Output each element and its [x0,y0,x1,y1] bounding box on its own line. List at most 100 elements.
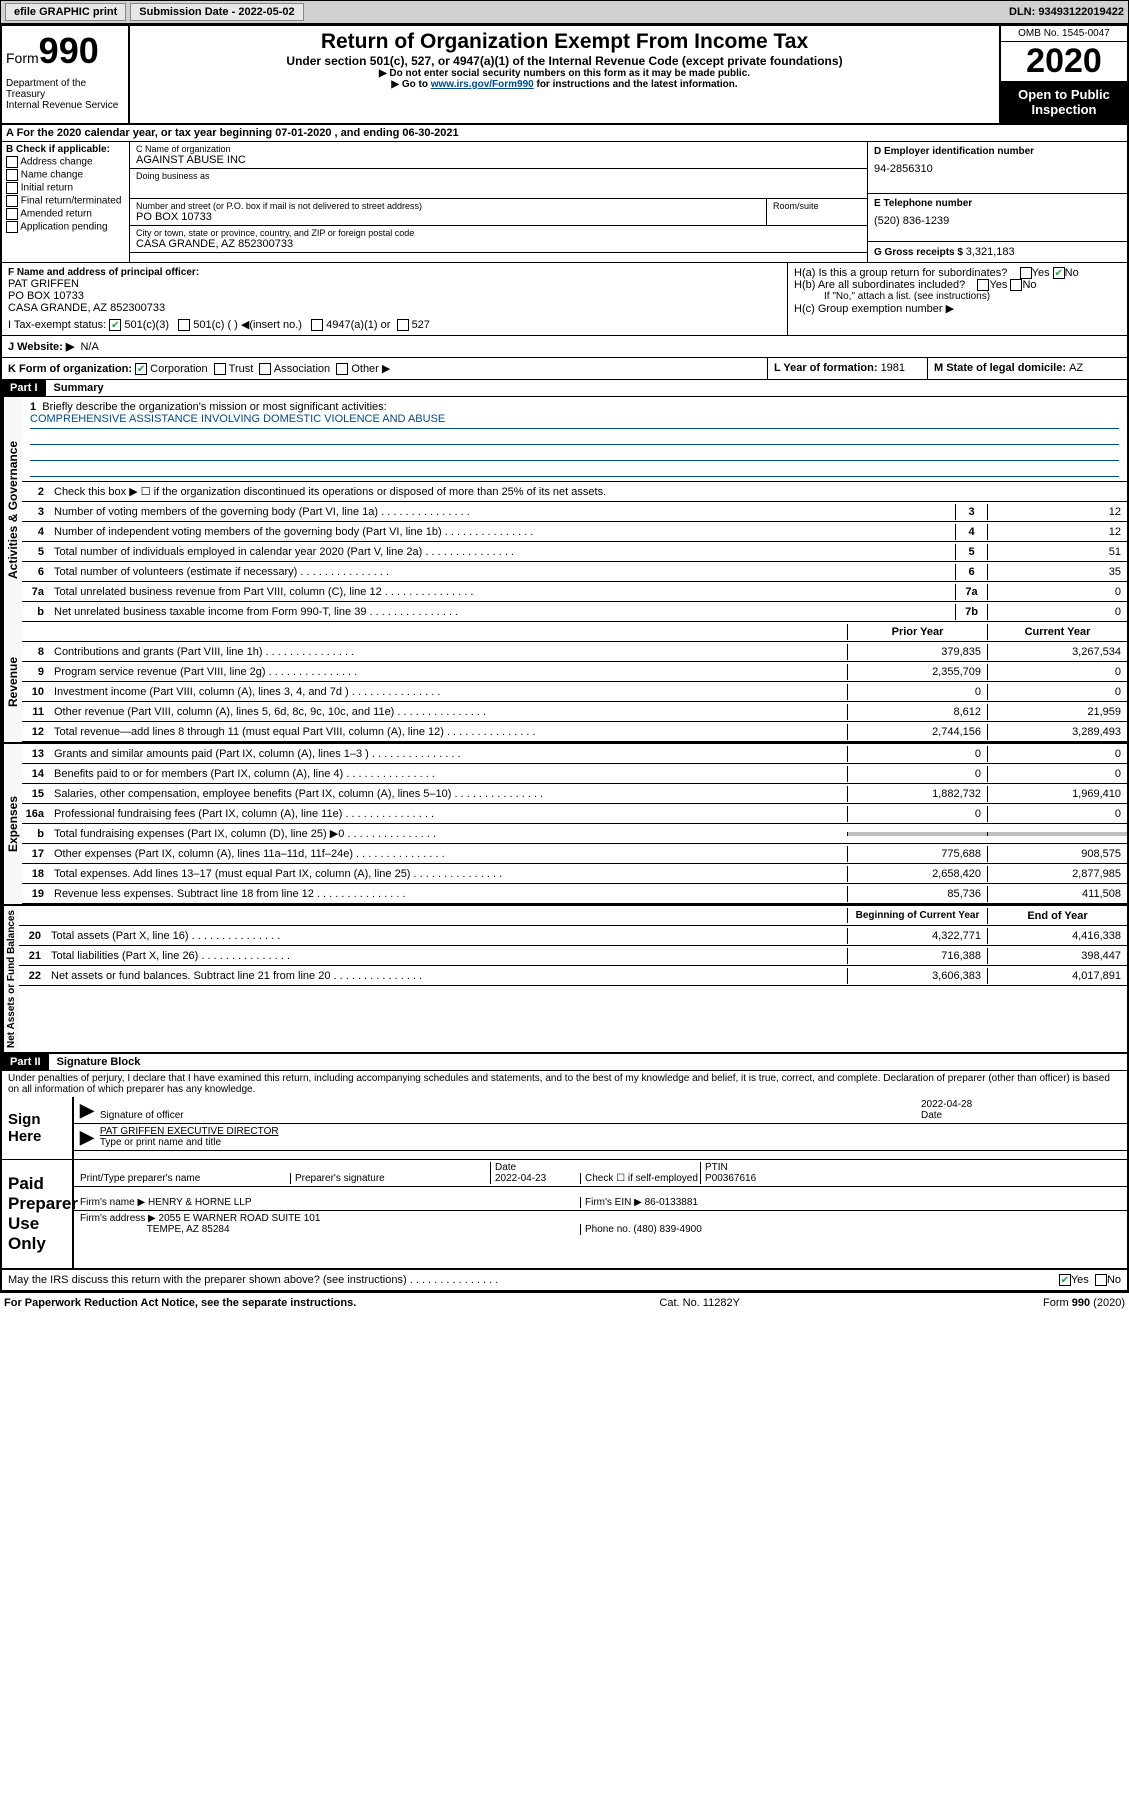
self-emp-label: Check ☐ if self-employed [580,1173,700,1184]
cb-assoc[interactable] [259,363,271,375]
omb: OMB No. 1545-0047 [1001,26,1127,42]
ptin: P00367616 [705,1173,756,1184]
addr-label: Number and street (or P.O. box if mail i… [136,201,760,211]
arrow-icon: ▶ [80,1127,94,1148]
ha-yes[interactable] [1020,267,1032,279]
name-label: C Name of organization [136,144,861,154]
table-row: 9Program service revenue (Part VIII, lin… [22,662,1127,682]
cb-final-return[interactable]: Final return/terminated [6,195,125,207]
table-row: 6Total number of volunteers (estimate if… [22,562,1127,582]
cb-501c[interactable] [178,319,190,331]
dln: DLN: 93493122019422 [1009,6,1124,18]
sig-label: Signature of officer [94,1110,921,1121]
form-num: 990 [39,30,99,71]
ein-label: D Employer identification number [874,146,1121,157]
firm-label: Firm's name ▶ [80,1197,148,1208]
ha: H(a) Is this a group return for subordin… [794,267,1007,279]
ha-no[interactable] [1053,267,1065,279]
sig-date: 2022-04-28 [921,1099,972,1110]
firm-name: HENRY & HORNE LLP [148,1197,252,1208]
footer-right: Form 990 (2020) [1043,1297,1125,1309]
prep-date: 2022-04-23 [495,1173,546,1184]
ptin-label: PTIN [705,1162,728,1173]
section-l: L Year of formation: 1981 [767,358,927,379]
begin-year-header: Beginning of Current Year [847,908,987,923]
section-f-i: F Name and address of principal officer:… [2,263,787,335]
firm-phone-label: Phone no. [585,1224,633,1235]
cb-name-change[interactable]: Name change [6,169,125,181]
discuss-yes[interactable] [1059,1274,1071,1286]
section-i: I Tax-exempt status: 501(c)(3) 501(c) ( … [8,318,781,331]
gross-label: G Gross receipts $ [874,247,966,258]
line1-label: Briefly describe the organization's miss… [42,401,386,413]
efile-btn[interactable]: efile GRAPHIC print [5,3,126,21]
sign-here-label: Sign Here [2,1097,72,1159]
footer-left: For Paperwork Reduction Act Notice, see … [4,1297,356,1309]
firm-addr2: TEMPE, AZ 85284 [147,1224,230,1235]
f-label: F Name and address of principal officer: [8,267,781,278]
line2: Check this box ▶ ☐ if the organization d… [50,483,1127,500]
table-row: bTotal fundraising expenses (Part IX, co… [22,824,1127,844]
cb-initial-return[interactable]: Initial return [6,182,125,194]
section-k: K Form of organization: Corporation Trus… [2,358,767,379]
mission: COMPREHENSIVE ASSISTANCE INVOLVING DOMES… [30,413,1119,429]
room-label: Room/suite [773,201,861,211]
part2-title: Signature Block [49,1054,149,1070]
website: N/A [80,341,98,353]
table-row: 10Investment income (Part VIII, column (… [22,682,1127,702]
form-title-box: Return of Organization Exempt From Incom… [130,26,999,123]
table-row: 4Number of independent voting members of… [22,522,1127,542]
cb-trust[interactable] [214,363,226,375]
cb-other[interactable] [336,363,348,375]
f-name: PAT GRIFFEN [8,278,781,290]
dept: Department of the Treasury Internal Reve… [6,78,124,111]
form990-link[interactable]: www.irs.gov/Form990 [431,79,534,90]
vert-expenses: Expenses [2,744,22,904]
form-subtitle-1: Under section 501(c), 527, or 4947(a)(1)… [134,54,995,68]
table-row: 12Total revenue—add lines 8 through 11 (… [22,722,1127,742]
submission-btn[interactable]: Submission Date - 2022-05-02 [130,3,303,21]
cb-corp[interactable] [135,363,147,375]
cb-4947[interactable] [311,319,323,331]
table-row: 13Grants and similar amounts paid (Part … [22,744,1127,764]
open-public: Open to Public Inspection [1001,81,1127,123]
header-bar: efile GRAPHIC print Submission Date - 20… [0,0,1129,24]
current-year-header: Current Year [987,624,1127,640]
sub-date: 2022-05-02 [238,6,294,18]
form-label: Form [6,50,39,66]
table-row: 15Salaries, other compensation, employee… [22,784,1127,804]
table-row: 16aProfessional fundraising fees (Part I… [22,804,1127,824]
vert-revenue: Revenue [2,622,22,742]
cb-amended[interactable]: Amended return [6,208,125,220]
footer-mid: Cat. No. 11282Y [356,1297,1043,1309]
hb-note: If "No," attach a list. (see instruction… [794,291,1121,302]
phone: (520) 836-1239 [874,215,1121,227]
table-row: 17Other expenses (Part IX, column (A), l… [22,844,1127,864]
table-row: 21Total liabilities (Part X, line 26)716… [19,946,1127,966]
f-addr2: CASA GRANDE, AZ 852300733 [8,302,781,314]
vert-governance: Activities & Governance [2,397,22,622]
prep-date-label: Date [495,1162,516,1173]
cb-address-change[interactable]: Address change [6,156,125,168]
cb-pending[interactable]: Application pending [6,221,125,233]
hb-yes[interactable] [977,279,989,291]
table-row: 19Revenue less expenses. Subtract line 1… [22,884,1127,904]
table-row: 8Contributions and grants (Part VIII, li… [22,642,1127,662]
table-row: 11Other revenue (Part VIII, column (A), … [22,702,1127,722]
addr: PO BOX 10733 [136,211,760,223]
sub-label: Submission Date - [139,6,238,18]
arrow-icon: ▶ [80,1100,94,1121]
discuss-no[interactable] [1095,1274,1107,1286]
year-box: OMB No. 1545-0047 2020 Open to Public In… [999,26,1127,123]
hb-no[interactable] [1010,279,1022,291]
part2-header: Part II [2,1054,49,1070]
section-m: M State of legal domicile: AZ [927,358,1127,379]
city-label: City or town, state or province, country… [136,228,861,238]
firm-ein: 86-0133881 [645,1197,698,1208]
cb-527[interactable] [397,319,409,331]
f-addr1: PO BOX 10733 [8,290,781,302]
table-row: bNet unrelated business taxable income f… [22,602,1127,622]
cb-501c3[interactable] [109,319,121,331]
table-row: 18Total expenses. Add lines 13–17 (must … [22,864,1127,884]
discuss: May the IRS discuss this return with the… [8,1274,407,1286]
